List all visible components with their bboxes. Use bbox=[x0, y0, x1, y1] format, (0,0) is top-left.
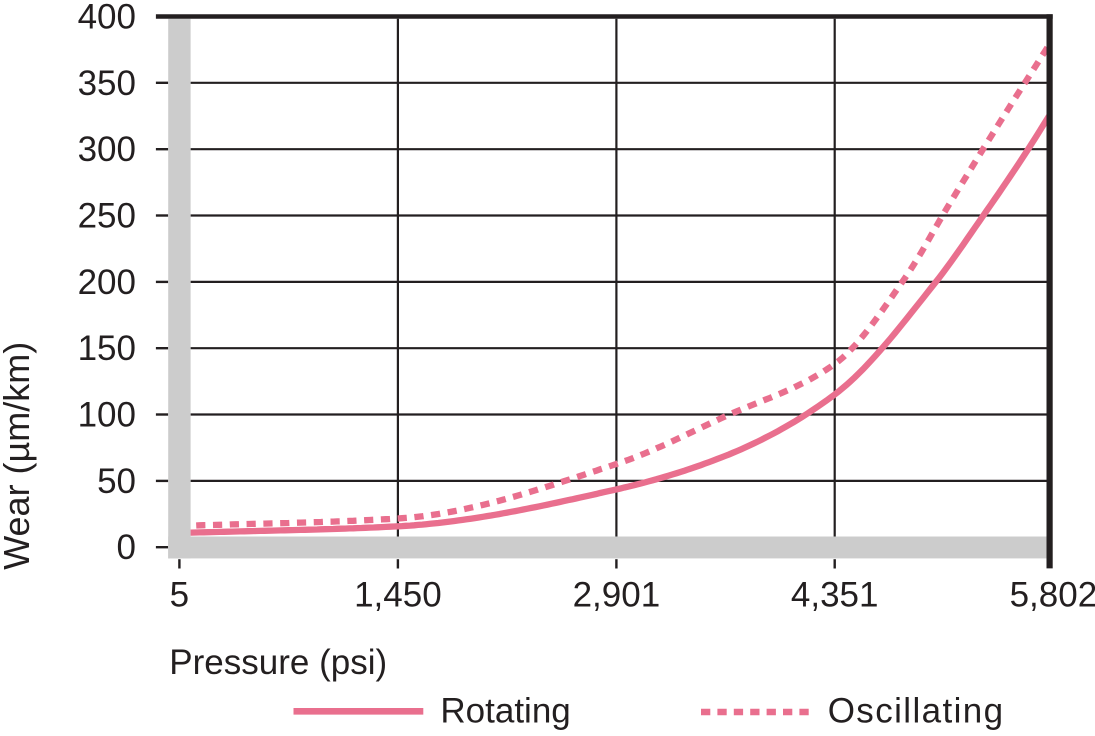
svg-text:Pressure (psi): Pressure (psi) bbox=[169, 643, 387, 682]
svg-text:5: 5 bbox=[170, 575, 189, 614]
svg-text:250: 250 bbox=[78, 197, 136, 236]
svg-text:100: 100 bbox=[78, 396, 136, 435]
svg-text:0: 0 bbox=[117, 528, 136, 567]
svg-text:50: 50 bbox=[97, 462, 136, 501]
svg-text:2,901: 2,901 bbox=[573, 575, 661, 614]
svg-text:Wear (µm/km): Wear (µm/km) bbox=[0, 342, 37, 570]
svg-text:400: 400 bbox=[78, 0, 136, 37]
svg-text:150: 150 bbox=[78, 329, 136, 368]
svg-text:Oscillating: Oscillating bbox=[828, 691, 1005, 730]
svg-text:Rotating: Rotating bbox=[440, 691, 570, 730]
svg-text:1,450: 1,450 bbox=[354, 575, 442, 614]
svg-text:300: 300 bbox=[78, 130, 136, 169]
svg-text:5,802: 5,802 bbox=[1010, 575, 1095, 614]
svg-text:4,351: 4,351 bbox=[791, 575, 879, 614]
svg-text:350: 350 bbox=[78, 64, 136, 103]
svg-text:200: 200 bbox=[78, 263, 136, 302]
